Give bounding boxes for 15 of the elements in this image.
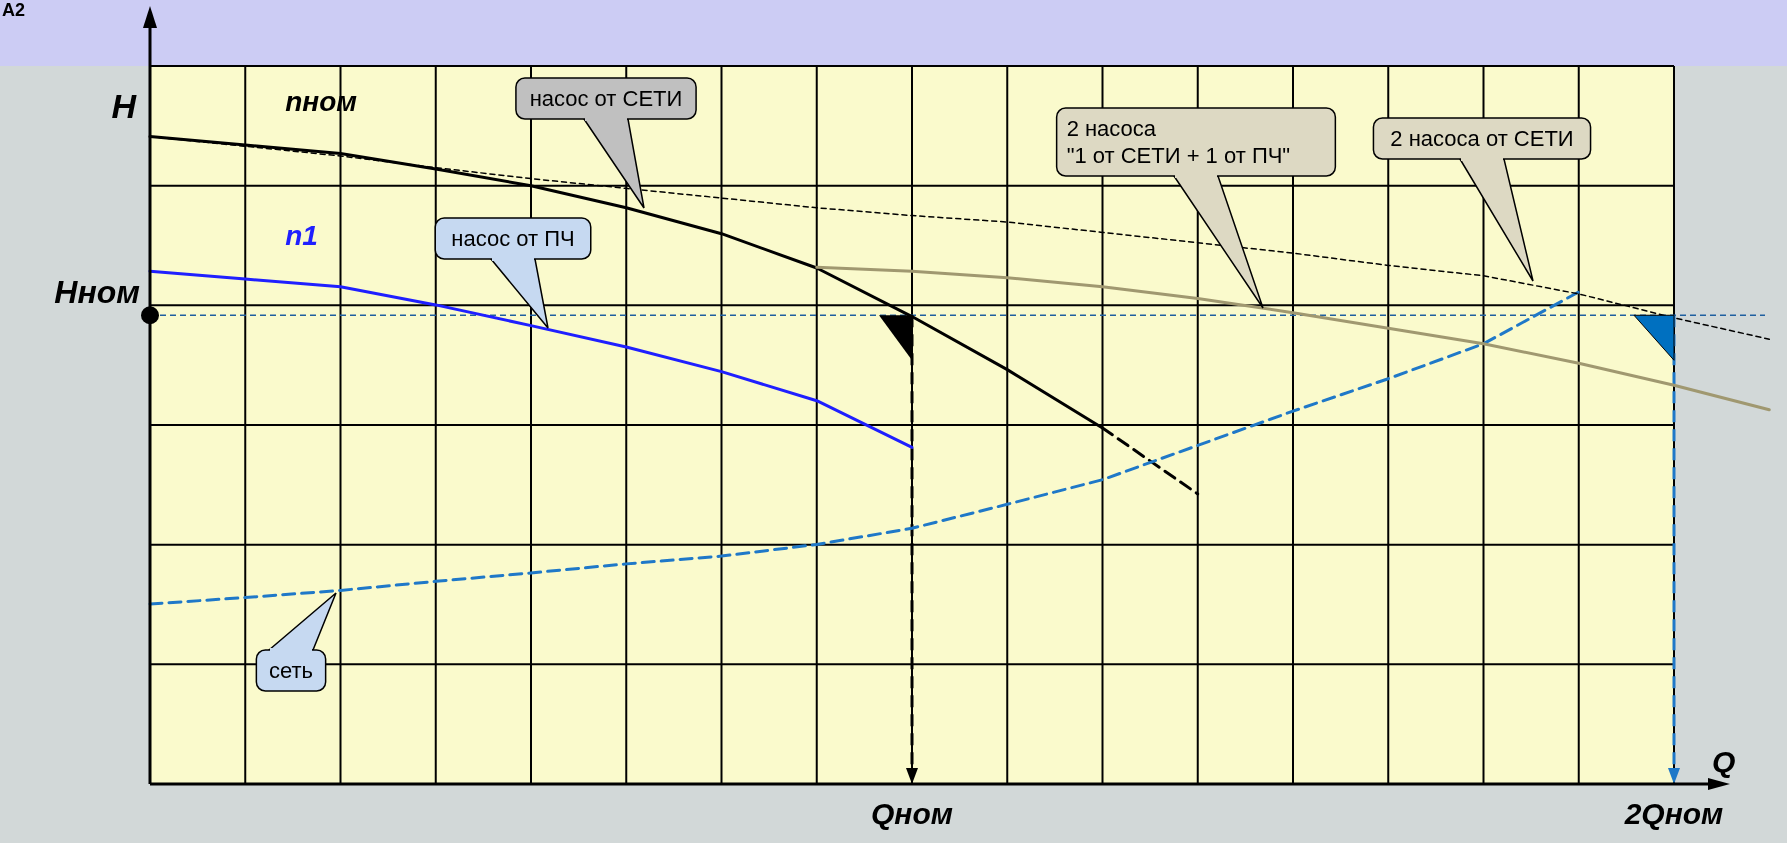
- callout-box: 2 насоса "1 от СЕТИ + 1 от ПЧ": [1055, 107, 1337, 309]
- text: А2: [2, 0, 26, 20]
- annotation: насос от ПЧ: [451, 226, 575, 252]
- x-tick-label: 2Qном: [1623, 797, 1724, 830]
- callout-box: насос от СЕТИ: [515, 77, 697, 209]
- callout-box: насос от ПЧ: [434, 217, 592, 329]
- series-label: n1: [285, 220, 318, 251]
- annotation: сеть: [268, 658, 314, 684]
- annotation: 2 насоса от СЕТИ: [1390, 126, 1574, 152]
- x-tick-label: Qном: [871, 797, 953, 830]
- y-axis-title: H: [111, 87, 138, 125]
- x-axis-title: Q: [1712, 745, 1736, 778]
- annotation: 2 насоса "1 от СЕТИ + 1 от ПЧ": [1066, 116, 1291, 169]
- callout-box: 2 насоса от СЕТИ: [1372, 117, 1592, 282]
- ref-line-label: Hном: [54, 274, 141, 311]
